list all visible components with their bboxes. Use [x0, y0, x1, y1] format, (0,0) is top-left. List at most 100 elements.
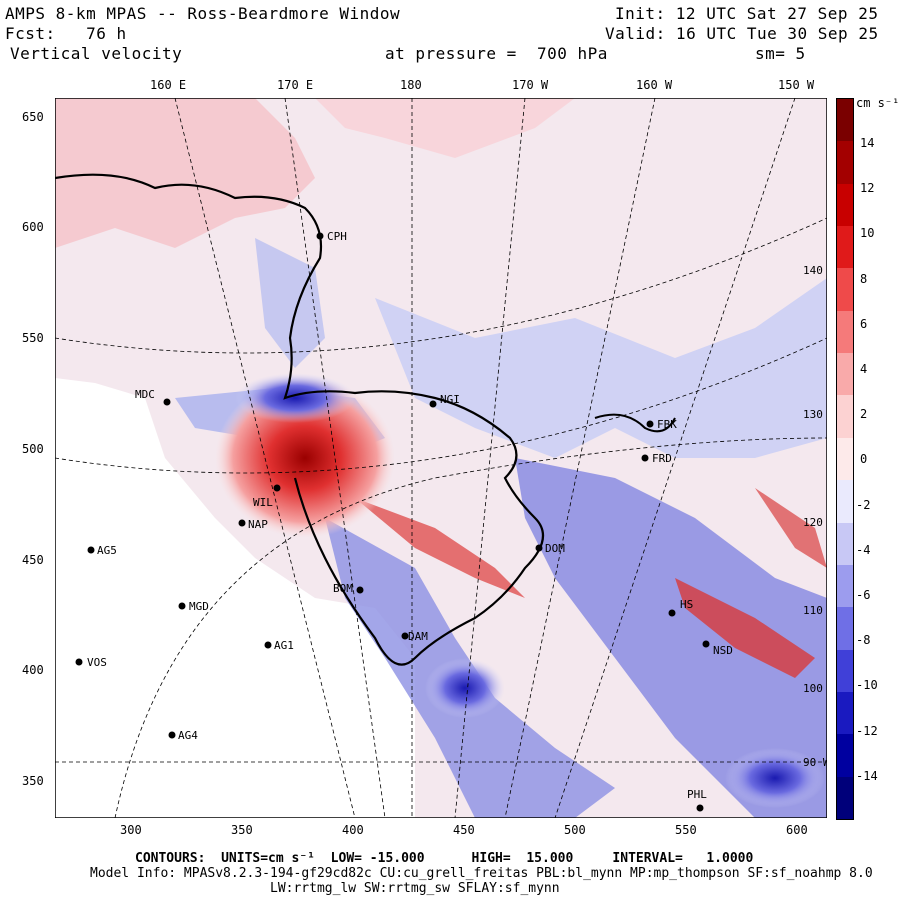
station-label: NSD [713, 644, 733, 657]
colorbar-swatch [837, 141, 853, 185]
station-label: FRD [652, 452, 672, 465]
descent-region [515, 458, 827, 818]
colorbar [836, 98, 854, 820]
x-tick-label: 500 [564, 823, 586, 837]
colorbar-swatch [837, 437, 853, 481]
colorbar-tick-label: 10 [860, 226, 875, 241]
meridian-label: 90 W [803, 756, 827, 769]
colorbar-tick-label: -12 [856, 723, 878, 738]
station-label: MDC [135, 388, 155, 401]
lon-label: 150 W [778, 78, 815, 92]
colorbar-swatch [837, 226, 853, 269]
colorbar-tick-label: -4 [856, 542, 871, 557]
field-name: Vertical velocity [10, 44, 183, 63]
station-dot [178, 602, 186, 610]
station-dot [163, 398, 171, 406]
station-label: MGD [189, 600, 209, 613]
station-label: WIL [253, 496, 273, 509]
coastline [55, 173, 545, 666]
station-label: NAP [248, 518, 268, 531]
colorbar-tick-label: -2 [856, 497, 871, 512]
valid-time: Valid: 16 UTC Tue 30 Sep 25 [605, 24, 879, 43]
y-tick-label: 650 [22, 110, 44, 124]
station-dot [401, 632, 409, 640]
colorbar-tick-label: -14 [856, 768, 878, 783]
colorbar-tick-label: 2 [860, 407, 868, 422]
x-tick-label: 300 [120, 823, 142, 837]
station-label: VOS [87, 656, 107, 669]
colorbar-units: cm s⁻¹ [856, 96, 900, 110]
station-label: BOM [333, 582, 353, 595]
colorbar-swatch [837, 776, 853, 820]
colorbar-swatch [837, 564, 853, 608]
colorbar-swatch [837, 353, 853, 396]
station-dot [316, 232, 324, 240]
colorbar-swatch [837, 607, 853, 651]
station-label: NGI [440, 393, 460, 406]
descent-region [255, 238, 325, 368]
station-dot [87, 546, 95, 554]
contour-info: CONTOURS: UNITS=cm s⁻¹ LOW= -15.000 HIGH… [135, 851, 754, 866]
ascent-region [755, 488, 827, 568]
model-title: AMPS 8-km MPAS -- Ross-Beardmore Window [5, 4, 401, 23]
colorbar-tick-label: 4 [860, 362, 868, 376]
station-label: AG4 [178, 729, 198, 742]
meridian-label: 110 W [803, 604, 827, 617]
x-tick-label: 550 [675, 823, 697, 837]
x-tick-label: 400 [342, 823, 364, 837]
station-label: PHL [687, 788, 707, 801]
descent-core [425, 658, 505, 718]
station-dot [702, 640, 710, 648]
station-dot [641, 454, 649, 462]
y-tick-label: 450 [22, 553, 44, 567]
station-dot [429, 400, 437, 408]
station-markers [75, 232, 710, 812]
colorbar-swatch [837, 395, 853, 439]
forecast-hour: Fcst: 76 h [5, 24, 127, 43]
meridian-label: 120 W [803, 516, 827, 529]
descent-region [375, 278, 827, 458]
colorbar-swatch [837, 691, 853, 735]
vertical-velocity-map: CPH MDC NGI FBK FRD WIL NAP AG5 MGD BOM … [55, 98, 827, 818]
y-tick-label: 400 [22, 663, 44, 677]
ascent-region [315, 98, 575, 158]
colorbar-swatch [837, 480, 853, 524]
lon-label: 180 [400, 78, 422, 92]
y-tick-label: 350 [22, 774, 44, 788]
physics-info: LW:rrtmg_lw SW:rrtmg_sw SFLAY:sf_mynn [270, 881, 560, 896]
colorbar-swatch [837, 183, 853, 227]
meridian-label: 130 W [803, 408, 827, 421]
ascent-region [355, 498, 525, 598]
colorbar-tick-label: -8 [856, 633, 871, 648]
ascent-region [675, 578, 815, 678]
init-time: Init: 12 UTC Sat 27 Sep 25 [615, 4, 879, 23]
y-tick-label: 500 [22, 442, 44, 456]
pressure-level: at pressure = 700 hPa [385, 44, 608, 63]
lon-label: 160 E [150, 78, 187, 92]
x-tick-label: 450 [453, 823, 475, 837]
graticule [55, 98, 827, 818]
colorbar-swatch [837, 268, 853, 312]
station-dot [535, 544, 543, 552]
colorbar-tick-label: 12 [860, 181, 875, 196]
colorbar-tick-label: 0 [860, 452, 868, 467]
colorbar-swatch [837, 649, 853, 693]
x-tick-label: 350 [231, 823, 253, 837]
colorbar-swatch [837, 99, 853, 142]
x-tick-label: 600 [786, 823, 808, 837]
lon-label: 170 W [512, 78, 549, 92]
station-dot [696, 804, 704, 812]
meridian-label: 140 W [803, 264, 827, 277]
station-dot [75, 658, 83, 666]
station-label: FBK [657, 418, 677, 431]
station-label: AG1 [274, 639, 294, 652]
station-dot [238, 519, 246, 527]
station-dot [668, 609, 676, 617]
station-label: HS [680, 598, 693, 611]
colorbar-tick-label: 14 [860, 136, 875, 150]
colorbar-tick-label: 8 [860, 271, 868, 286]
colorbar-tick-label: 6 [860, 316, 868, 331]
station-label: CPH [327, 230, 347, 243]
colorbar-swatch [837, 522, 853, 566]
lon-label: 160 W [636, 78, 673, 92]
